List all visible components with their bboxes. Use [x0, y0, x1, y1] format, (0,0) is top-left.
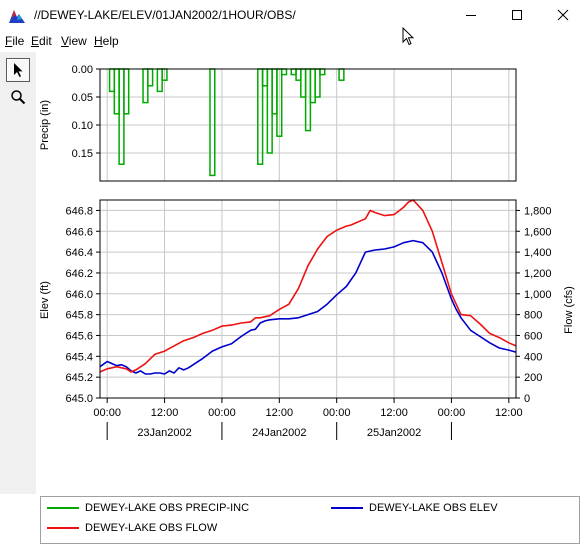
time-x-axis: 00:00 12:00 00:00 12:00 00:00 12:00 00:00 12:00… — [93, 398, 523, 440]
elev-series-line — [99, 239, 517, 375]
legend-label-precip: DEWEY-LAKE OBS PRECIP-INC — [85, 502, 250, 514]
zoom-tool-button[interactable] — [6, 85, 30, 109]
precip-ytick-label: 0.05 — [72, 92, 93, 104]
elev-ytick-label: 646.0 — [65, 289, 93, 301]
minimize-icon — [466, 15, 476, 16]
plot-area[interactable]: 0.00 0.05 0.10 0.15 Precip (in) 645.0 645.2 6… — [36, 52, 586, 494]
menu-view[interactable]: View — [61, 34, 87, 48]
xtick-label: 00:00 — [323, 407, 351, 419]
elev-y-axis-label: Elev (ft) — [39, 281, 51, 319]
legend-item-flow: DEWEY-LAKE OBS FLOW — [47, 522, 217, 534]
flow-ytick-label: 800 — [524, 310, 542, 322]
flow-ytick-label: 1,600 — [524, 226, 552, 238]
pointer-tool-button[interactable] — [6, 58, 30, 82]
close-button[interactable] — [540, 0, 586, 30]
arrow-pointer-icon — [14, 63, 23, 77]
hec-dss-mountain-icon — [9, 10, 25, 23]
close-icon — [557, 9, 569, 21]
legend-swatch-flow — [47, 527, 79, 529]
precip-series — [108, 68, 345, 177]
flow-ytick-label: 400 — [524, 351, 542, 363]
precip-bar — [338, 68, 345, 81]
flow-ytick-label: 1,400 — [524, 247, 552, 259]
precip-bar — [319, 68, 326, 76]
flow-series-line — [99, 199, 517, 373]
flow-y-axis-label: Flow (cfs) — [563, 286, 575, 334]
chart-canvas[interactable]: 0.000.050.100.15 Precip (in) 645.0645.26… — [36, 52, 586, 494]
xtick-label: 00:00 — [208, 407, 236, 419]
maximize-button[interactable] — [494, 0, 540, 30]
day-label: 24Jan2002 — [252, 427, 306, 439]
precip-ytick-label: 0.00 — [72, 64, 93, 76]
elev-ytick-label: 645.0 — [65, 393, 93, 405]
precip-bar — [209, 68, 216, 177]
xtick-label: 12:00 — [266, 407, 294, 419]
precip-bar — [280, 68, 288, 76]
precip-bar — [123, 68, 130, 115]
menu-file[interactable]: File — [5, 34, 25, 48]
flow-ytick-label: 1,800 — [524, 205, 552, 217]
xtick-label: 12:00 — [380, 407, 408, 419]
legend: DEWEY-LAKE OBS PRECIP-INC DEWEY-LAKE OBS… — [40, 496, 580, 544]
day-label: 25Jan2002 — [367, 427, 421, 439]
elev-ytick-label: 645.8 — [65, 310, 93, 322]
magnifier-icon — [11, 90, 26, 105]
xtick-label: 00:00 — [438, 407, 466, 419]
main-plot-frame — [99, 199, 517, 399]
elev-ytick-label: 646.4 — [65, 247, 93, 259]
elev-ytick-label: 646.6 — [65, 226, 93, 238]
elev-ytick-label: 645.6 — [65, 330, 93, 342]
flow-ytick-label: 0 — [524, 393, 530, 405]
precip-y-axis-label: Precip (in) — [39, 100, 51, 150]
xtick-label: 00:00 — [93, 407, 121, 419]
xtick-label: 12:00 — [151, 407, 179, 419]
main-series — [99, 199, 517, 375]
legend-label-elev: DEWEY-LAKE OBS ELEV — [369, 502, 498, 514]
precip-ytick-label: 0.15 — [72, 148, 93, 160]
menu-help[interactable]: Help — [94, 34, 119, 48]
legend-swatch-elev — [331, 507, 363, 509]
precip-ytick-label: 0.10 — [72, 120, 93, 132]
precip-bar — [147, 68, 154, 87]
day-label: 23Jan2002 — [137, 427, 191, 439]
flow-ytick-label: 200 — [524, 372, 542, 384]
menu-edit[interactable]: Edit — [31, 34, 52, 48]
elev-ytick-label: 645.4 — [65, 351, 93, 363]
elev-ytick-label: 646.8 — [65, 205, 93, 217]
flow-y-axis: 0 200 400 600 800 1,000 1,200 1,400 1,600 1,800 — [516, 205, 552, 405]
maximize-icon — [512, 10, 522, 20]
precip-y-axis: 0.00 0.05 0.10 0.15 — [72, 64, 100, 160]
elev-y-axis: 645.0 645.2 645.4 645.6 645.8 646.0 646.2 646.4… — [65, 205, 100, 405]
menu-bar: File Edit View Help — [0, 27, 586, 53]
legend-swatch-precip — [47, 507, 79, 509]
flow-ytick-label: 1,200 — [524, 268, 552, 280]
xtick-label: 12:00 — [495, 407, 523, 419]
legend-item-precip: DEWEY-LAKE OBS PRECIP-INC — [47, 502, 249, 514]
elev-ytick-label: 646.2 — [65, 268, 93, 280]
flow-ytick-label: 600 — [524, 330, 542, 342]
client-area: 0.00 0.05 0.10 0.15 Precip (in) 645.0 645.2 6… — [0, 52, 586, 544]
legend-item-elev: DEWEY-LAKE OBS ELEV — [331, 502, 498, 514]
flow-ytick-label: 1,000 — [524, 289, 552, 301]
legend-label-flow: DEWEY-LAKE OBS FLOW — [85, 522, 218, 534]
window-title: //DEWEY-LAKE/ELEV/01JAN2002/1HOUR/OBS/ — [34, 8, 296, 22]
minimize-button[interactable] — [448, 0, 494, 30]
mouse-cursor-icon — [402, 27, 415, 46]
elev-ytick-label: 645.2 — [65, 372, 93, 384]
main-grid — [100, 200, 516, 399]
title-bar[interactable]: //DEWEY-LAKE/ELEV/01JAN2002/1HOUR/OBS/ — [0, 0, 586, 30]
